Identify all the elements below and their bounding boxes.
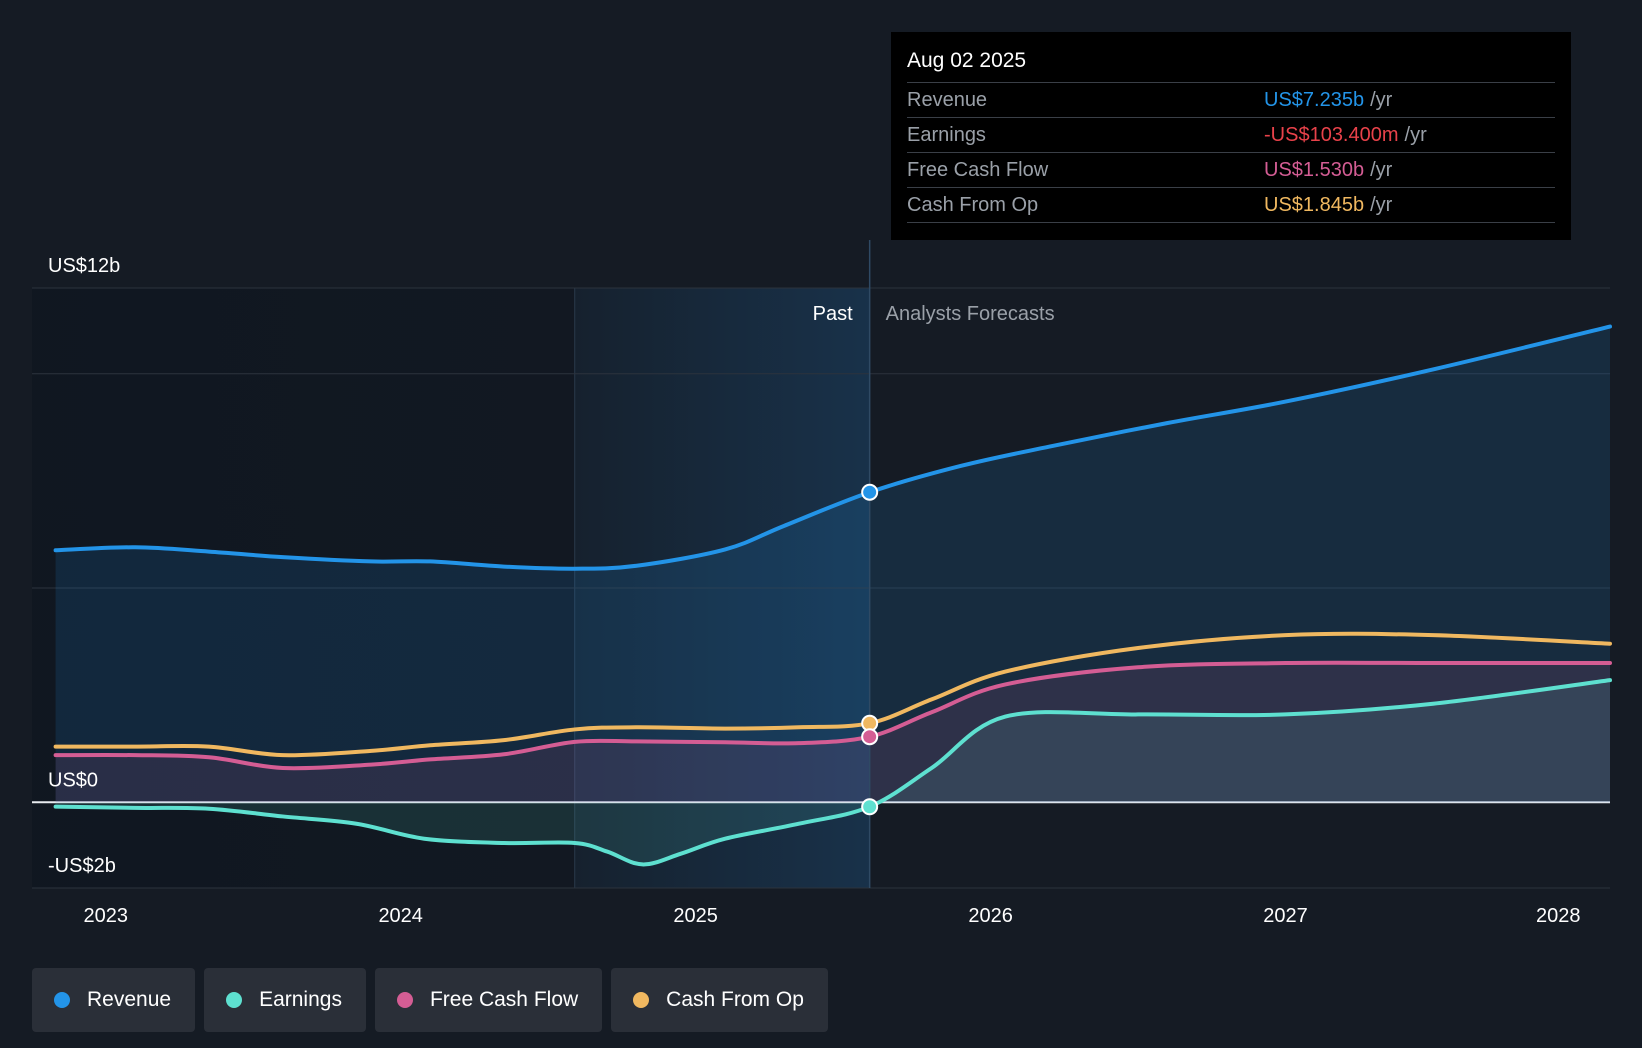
tooltip-label: Cash From Op (907, 194, 1039, 216)
legend-dot-icon (226, 992, 243, 1008)
tooltip-label: Free Cash Flow (907, 159, 1049, 181)
x-tick-label: 2023 (83, 905, 128, 927)
tooltip-row-free-cash-flow: Free Cash Flow US$1.530b /yr (907, 153, 1555, 188)
tooltip-date: Aug 02 2025 (907, 46, 1555, 83)
legend-dot-icon (396, 992, 413, 1008)
x-tick-label: 2026 (968, 905, 1013, 927)
legend: Revenue Earnings Free Cash Flow Cash Fro… (32, 968, 828, 1032)
legend-item-cash-from-op[interactable]: Cash From Op (611, 968, 828, 1032)
legend-item-earnings[interactable]: Earnings (204, 968, 366, 1032)
y-axis-label: US$0 (48, 769, 98, 791)
earnings-line (53, 678, 1612, 867)
forecast-label: Analysts Forecasts (886, 303, 1055, 325)
tooltip-value: US$1.530b (1264, 159, 1365, 181)
past-label: Past (813, 303, 853, 325)
legend-label: Cash From Op (666, 988, 804, 1011)
x-tick-label: 2027 (1263, 905, 1308, 927)
tooltip-value: US$1.845b (1264, 194, 1365, 216)
legend-label: Revenue (87, 988, 172, 1011)
legend-dot-icon (54, 992, 70, 1008)
revenue-marker (861, 483, 879, 501)
tooltip: Aug 02 2025 Revenue US$7.235b /yr Earnin… (891, 32, 1571, 240)
tooltip-label: Earnings (907, 124, 986, 146)
tooltip-label: Revenue (907, 89, 988, 111)
tooltip-value: -US$103.400m (1264, 124, 1399, 146)
legend-label: Earnings (259, 988, 342, 1011)
y-axis-label: -US$2b (48, 855, 116, 877)
x-tick-label: 2028 (1536, 905, 1581, 927)
tooltip-row-cash-from-op: Cash From Op US$1.845b /yr (907, 188, 1555, 223)
tooltip-suffix: /yr (1370, 159, 1393, 181)
tooltip-suffix: /yr (1404, 124, 1427, 146)
tooltip-row-revenue: Revenue US$7.235b /yr (907, 83, 1555, 118)
legend-dot-icon (633, 992, 650, 1008)
tooltip-suffix: /yr (1370, 194, 1393, 216)
free-cash-flow-marker (861, 728, 879, 746)
cash-from-op-line (53, 631, 1612, 758)
free-cash-flow-area (55, 662, 1610, 803)
legend-item-revenue[interactable]: Revenue (32, 968, 196, 1032)
revenue-line (53, 324, 1612, 571)
earnings-area (55, 680, 1610, 865)
tooltip-row-earnings: Earnings -US$103.400m /yr (907, 118, 1555, 153)
tooltip-suffix: /yr (1370, 89, 1393, 111)
x-tick-label: 2024 (378, 905, 423, 927)
free-cash-flow-line (53, 660, 1612, 771)
legend-item-free-cash-flow[interactable]: Free Cash Flow (374, 968, 603, 1032)
x-tick-label: 2025 (673, 905, 718, 927)
legend-label: Free Cash Flow (429, 988, 579, 1011)
revenue-area (55, 326, 1610, 803)
tooltip-value: US$7.235b (1264, 89, 1365, 111)
earnings-marker (861, 798, 879, 816)
y-axis-label: US$12b (48, 255, 120, 277)
